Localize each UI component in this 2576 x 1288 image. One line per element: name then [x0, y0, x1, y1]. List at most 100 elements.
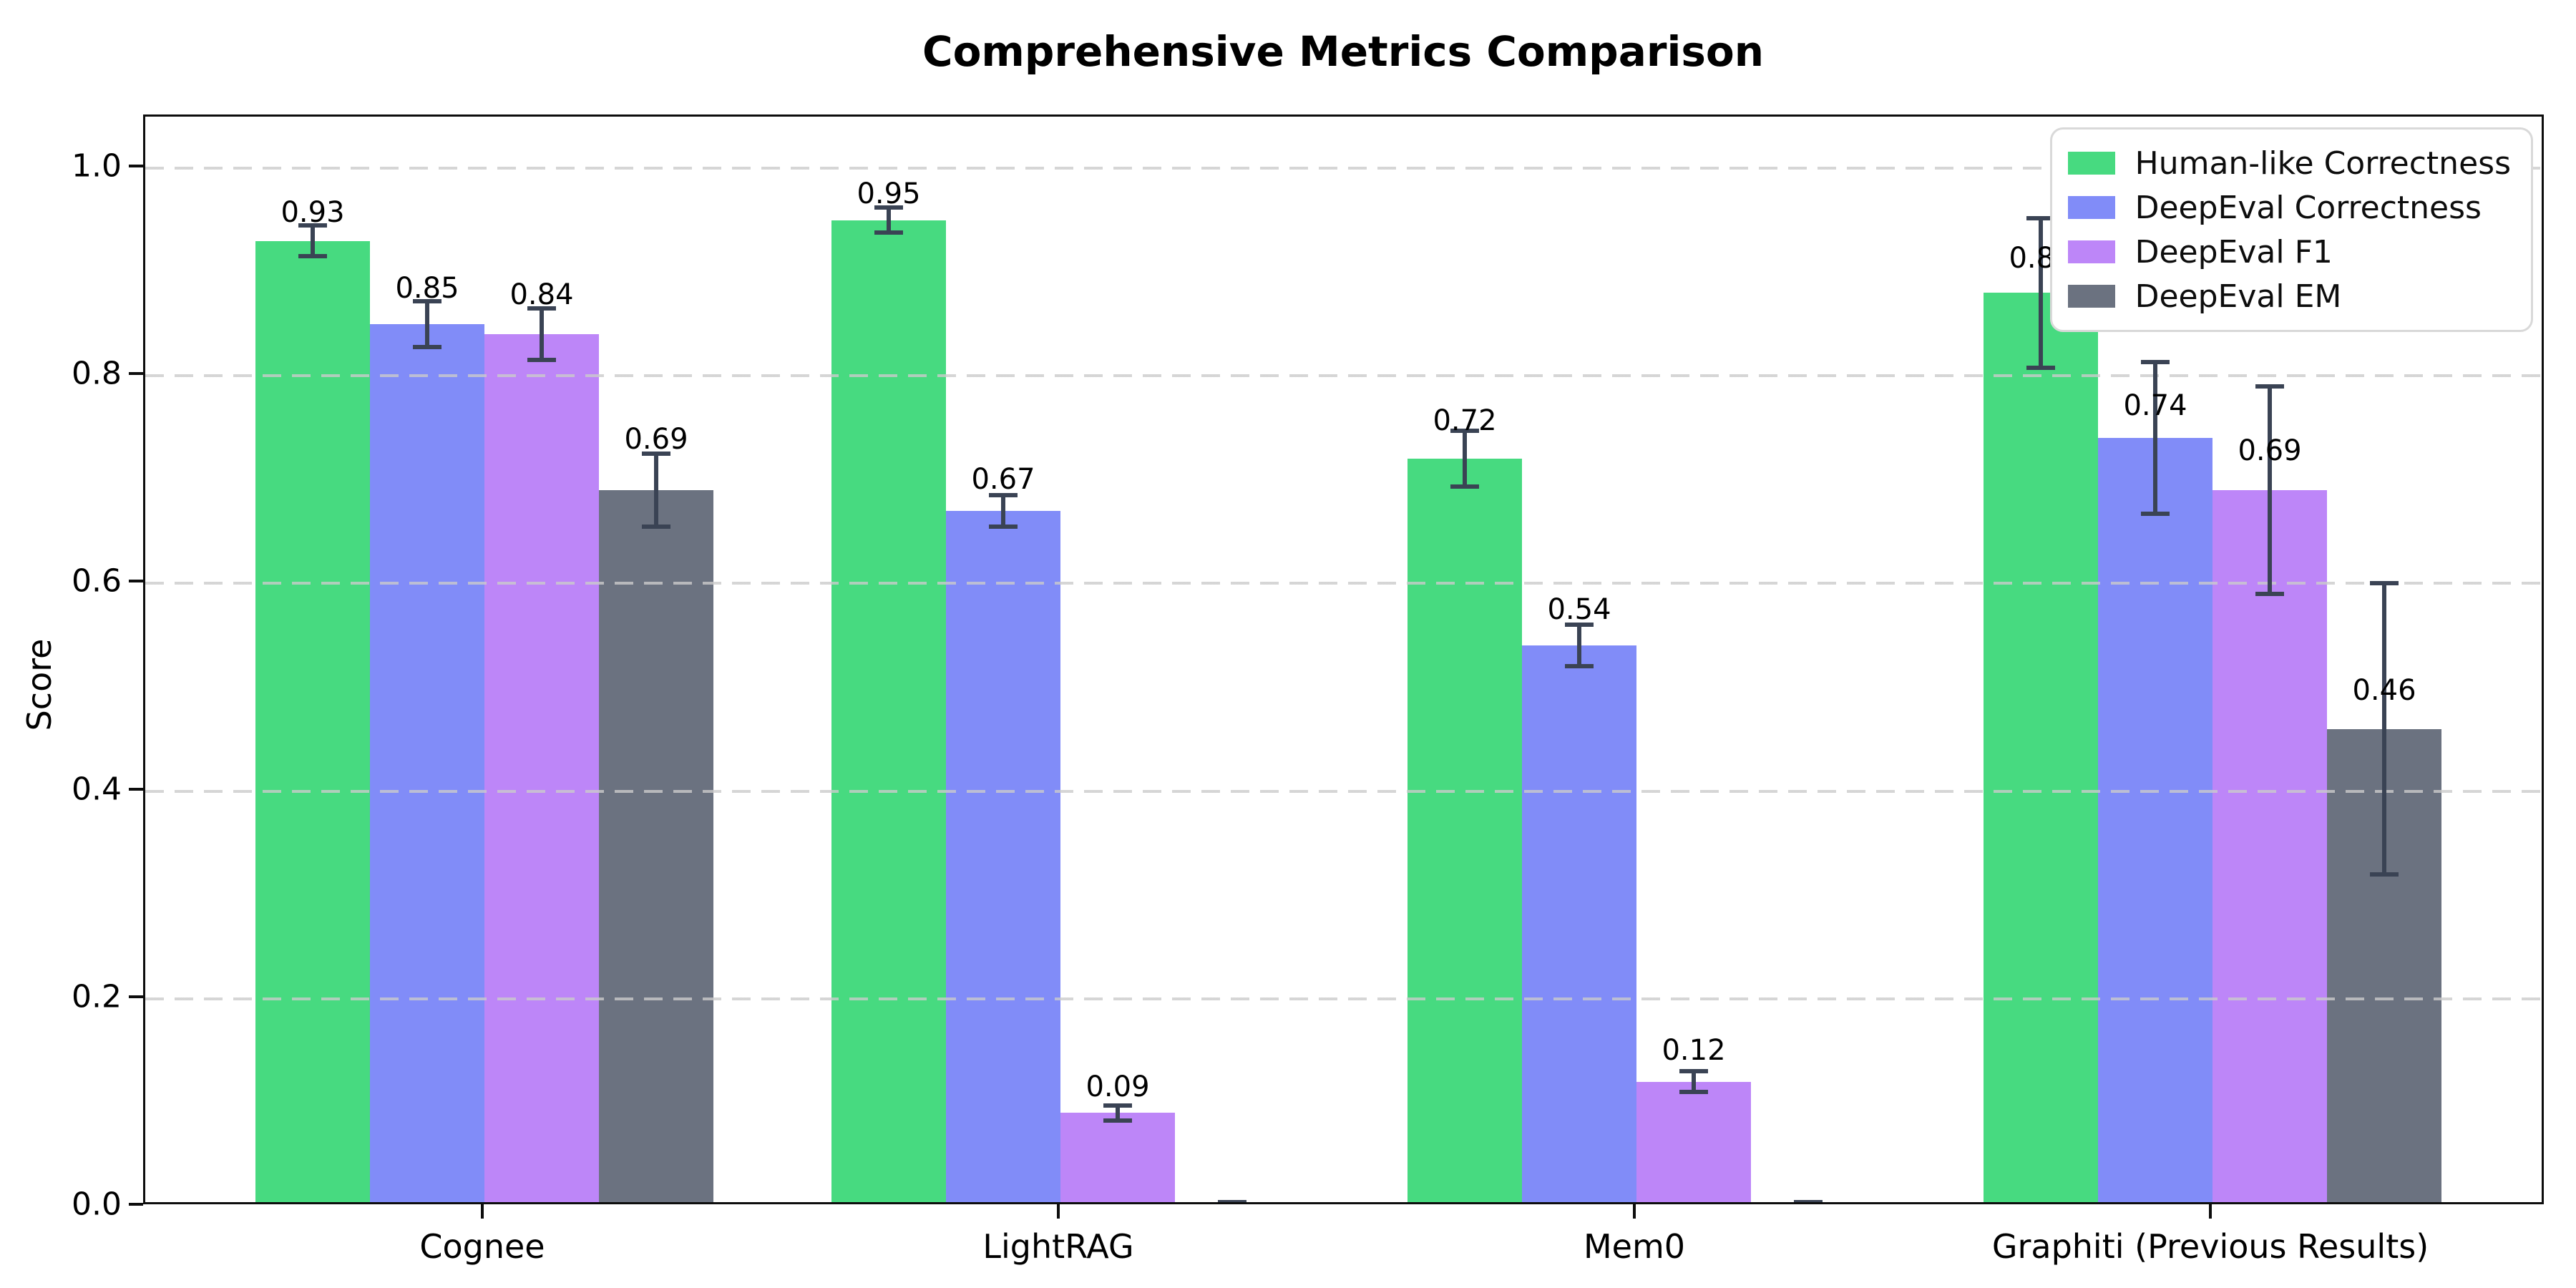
- bar: [1636, 1081, 1751, 1202]
- y-tick-mark: [129, 995, 143, 998]
- error-bar-cap: [527, 358, 556, 363]
- error-bar-cap: [1565, 623, 1594, 628]
- y-tick-mark: [129, 787, 143, 791]
- bar: [1522, 645, 1636, 1202]
- bar-value-label: 0.72: [1433, 404, 1497, 437]
- x-tick-label: LightRAG: [982, 1227, 1134, 1266]
- x-tick-label: Cognee: [419, 1227, 545, 1266]
- x-tick-mark: [1633, 1204, 1636, 1219]
- y-tick-mark: [129, 580, 143, 583]
- error-bar: [2153, 362, 2157, 514]
- legend-swatch: [2067, 285, 2115, 308]
- error-bar-cap: [642, 452, 670, 457]
- error-bar-cap: [527, 306, 556, 311]
- error-bar: [2268, 386, 2272, 594]
- grid-line: [145, 789, 2542, 793]
- legend-item: DeepEval EM: [2067, 274, 2511, 318]
- legend: Human-like Correctness DeepEval Correctne…: [2049, 127, 2533, 332]
- bar: [1984, 293, 2098, 1202]
- bar-value-label: 0.74: [2123, 389, 2187, 423]
- bar-value-label: 0.54: [1547, 592, 1611, 626]
- legend-swatch: [2067, 196, 2115, 219]
- legend-label: DeepEval Correctness: [2135, 189, 2482, 226]
- error-bar-cap: [2255, 591, 2284, 596]
- error-bar-cap: [1794, 1200, 1823, 1202]
- bar: [1407, 459, 1522, 1202]
- error-bar-cap: [1103, 1118, 1132, 1123]
- error-bar-cap: [642, 524, 670, 529]
- error-bar: [425, 301, 429, 347]
- y-tick-label: 1.0: [72, 147, 122, 185]
- legend-item: DeepEval F1: [2067, 230, 2511, 274]
- bar: [2098, 438, 2212, 1202]
- bar-value-label: 0.69: [624, 422, 688, 456]
- y-tick-mark: [129, 1203, 143, 1206]
- error-bar-cap: [1450, 429, 1479, 434]
- error-bar: [887, 208, 891, 233]
- bar-value-label: 0.84: [509, 278, 574, 312]
- bar-value-label: 0.85: [395, 272, 459, 306]
- error-bar-cap: [1218, 1200, 1246, 1202]
- error-bar-cap: [2026, 215, 2055, 220]
- error-bar: [2382, 583, 2386, 874]
- bar: [370, 323, 484, 1202]
- error-bar-cap: [298, 254, 327, 259]
- error-bar-cap: [1450, 484, 1479, 489]
- bar-value-label: 0.93: [280, 196, 345, 230]
- error-bar: [1001, 495, 1005, 527]
- legend-item: DeepEval Correctness: [2067, 185, 2511, 230]
- error-bar-cap: [413, 344, 441, 349]
- error-bar-cap: [1679, 1090, 1708, 1095]
- bar: [946, 510, 1060, 1202]
- error-bar-cap: [874, 230, 903, 235]
- error-bar: [540, 308, 544, 361]
- error-bar-cap: [1103, 1103, 1132, 1108]
- error-bar-cap: [2370, 872, 2399, 877]
- grid-line: [145, 374, 2542, 378]
- error-bar-cap: [874, 205, 903, 210]
- x-tick-mark: [1057, 1204, 1060, 1219]
- error-bar: [311, 225, 315, 257]
- error-bar: [1806, 1202, 1810, 1204]
- bar: [599, 489, 713, 1202]
- legend-swatch: [2067, 240, 2115, 263]
- bar-value-label: 0.95: [857, 177, 921, 211]
- bar: [1060, 1113, 1175, 1202]
- legend-item: Human-like Correctness: [2067, 141, 2511, 185]
- bar-value-label: 0.12: [1662, 1034, 1726, 1068]
- x-tick-mark: [481, 1204, 484, 1219]
- bar: [484, 334, 599, 1202]
- error-bar-cap: [1565, 664, 1594, 669]
- grid-line: [145, 167, 2542, 170]
- y-tick-mark: [129, 372, 143, 376]
- bar-value-label: 0.67: [971, 463, 1035, 497]
- y-tick-mark: [129, 165, 143, 167]
- error-bar: [1463, 431, 1467, 487]
- bar: [255, 240, 370, 1202]
- bar-value-label: 0.69: [2238, 434, 2302, 467]
- legend-label: Human-like Correctness: [2135, 145, 2511, 182]
- error-bar-cap: [989, 493, 1018, 498]
- error-bar-cap: [2026, 365, 2055, 370]
- error-bar-cap: [2141, 360, 2170, 365]
- error-bar-cap: [2255, 384, 2284, 389]
- bar: [2212, 489, 2327, 1202]
- x-tick-label: Mem0: [1583, 1227, 1686, 1266]
- grid-line: [145, 582, 2542, 585]
- y-axis-title: Score: [20, 638, 59, 731]
- x-tick-mark: [2209, 1204, 2212, 1219]
- error-bar: [1692, 1071, 1696, 1093]
- y-tick-label: 0.2: [72, 978, 122, 1015]
- plot-area: 0.93 0.95 0.72 0.88 0.85 0.67 0.54 0.74 0.84 0.09…: [143, 114, 2544, 1204]
- error-bar-cap: [413, 298, 441, 303]
- error-bar: [2039, 218, 2043, 368]
- y-tick-label: 0.6: [72, 562, 122, 600]
- error-bar-cap: [1679, 1069, 1708, 1074]
- legend-swatch: [2067, 152, 2115, 175]
- error-bar: [1230, 1202, 1234, 1204]
- y-tick-label: 0.4: [72, 771, 122, 808]
- bar-value-label: 0.09: [1085, 1070, 1150, 1104]
- bar: [831, 220, 946, 1202]
- y-tick-label: 0.0: [72, 1186, 122, 1223]
